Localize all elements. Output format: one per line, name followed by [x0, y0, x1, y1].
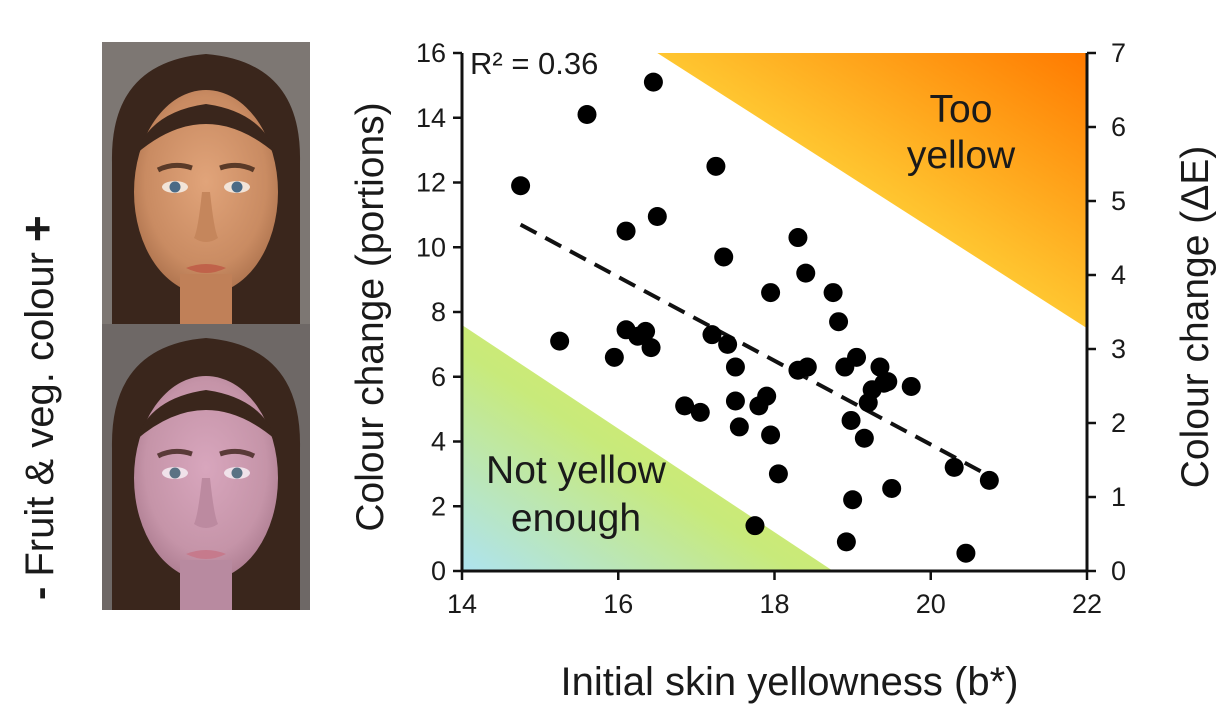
data-point: [550, 331, 570, 351]
data-point: [647, 206, 667, 226]
data-point: [745, 516, 765, 536]
data-point: [796, 263, 816, 283]
data-point: [761, 283, 781, 303]
data-point: [641, 338, 661, 358]
y-tick-label: 12: [416, 168, 446, 198]
data-point: [643, 72, 663, 92]
y-tick-label: 10: [416, 232, 446, 262]
data-point: [718, 334, 738, 354]
y-axis-title: Colour change (portions): [349, 102, 392, 531]
side-label-plus: +: [11, 215, 63, 242]
data-point: [511, 176, 531, 196]
y2-tick-label: 5: [1111, 186, 1126, 216]
data-point: [757, 386, 777, 406]
trend-line: [519, 222, 987, 476]
side-label-svg: - Fruit & veg. colour +: [11, 215, 63, 600]
data-point: [836, 532, 856, 552]
data-point: [841, 410, 861, 430]
data-point: [714, 247, 734, 267]
data-point: [725, 357, 745, 377]
data-point: [768, 464, 788, 484]
y-tick-label: 16: [416, 38, 446, 68]
too-yellow-label: Too: [930, 88, 993, 131]
data-point: [616, 221, 636, 241]
more-fruit-veg-face: [102, 42, 310, 324]
face-image-pink: [102, 324, 310, 610]
points-layer: [511, 72, 999, 563]
x-tick-label: 16: [603, 589, 633, 619]
data-point: [761, 425, 781, 445]
data-point: [979, 470, 999, 490]
face-image-golden: [102, 42, 310, 324]
x-tick-label: 14: [447, 589, 477, 619]
regions-layer: [462, 53, 1087, 571]
y-tick-label: 14: [416, 103, 446, 133]
data-point: [847, 347, 867, 367]
x-tick-label: 20: [916, 589, 946, 619]
data-point: [870, 357, 890, 377]
side-label-text: - Fruit & veg. colour +: [11, 215, 63, 600]
y2-tick-label: 0: [1111, 556, 1126, 586]
y2-tick-label: 3: [1111, 334, 1126, 364]
data-point: [675, 396, 695, 416]
data-point: [706, 156, 726, 176]
data-point: [604, 347, 624, 367]
data-point: [702, 325, 722, 345]
data-point: [843, 490, 863, 510]
data-point: [729, 417, 749, 437]
data-point: [901, 376, 921, 396]
y-tick-label: 4: [431, 427, 446, 457]
x-tick-label: 22: [1072, 589, 1102, 619]
y2-tick-label: 4: [1111, 260, 1126, 290]
less-fruit-veg-face: [102, 324, 310, 610]
y2-axis-title: Colour change (ΔE): [1174, 146, 1217, 489]
y-tick-label: 2: [431, 491, 446, 521]
not-yellow-enough-label: enough: [511, 497, 641, 540]
data-point: [823, 283, 843, 303]
y-tick-label: 6: [431, 362, 446, 392]
data-point: [788, 228, 808, 248]
trend-layer: [519, 222, 987, 476]
too-yellow-region: [657, 53, 1087, 329]
y2-tick-label: 7: [1111, 38, 1126, 68]
y-tick-label: 0: [431, 556, 446, 586]
data-point: [797, 357, 817, 377]
x-tick-label: 18: [759, 589, 789, 619]
data-point: [577, 105, 597, 125]
not-yellow-enough-region: [462, 324, 834, 571]
y2-tick-label: 1: [1111, 482, 1126, 512]
data-point: [944, 457, 964, 477]
r-squared-annotation: R² = 0.36: [470, 46, 598, 81]
data-point: [878, 372, 898, 392]
data-point: [690, 402, 710, 422]
not-yellow-enough-label: Not yellow: [486, 449, 667, 492]
data-point: [725, 391, 745, 411]
text-layer: Initial skin yellowness (b*) Colour chang…: [349, 46, 1217, 704]
side-label-middle: Fruit & veg. colour: [18, 252, 62, 577]
data-point: [636, 321, 656, 341]
side-label-minus: -: [18, 587, 62, 600]
data-point: [956, 543, 976, 563]
x-axis-title: Initial skin yellowness (b*): [561, 660, 1019, 704]
y2-tick-label: 2: [1111, 408, 1126, 438]
too-yellow-label: yellow: [907, 134, 1016, 177]
data-point: [882, 478, 902, 498]
y2-tick-label: 6: [1111, 112, 1126, 142]
fruit-veg-colour-label: - Fruit & veg. colour +: [5, 0, 75, 711]
y-tick-label: 8: [431, 297, 446, 327]
data-point: [829, 312, 849, 332]
data-point: [854, 428, 874, 448]
